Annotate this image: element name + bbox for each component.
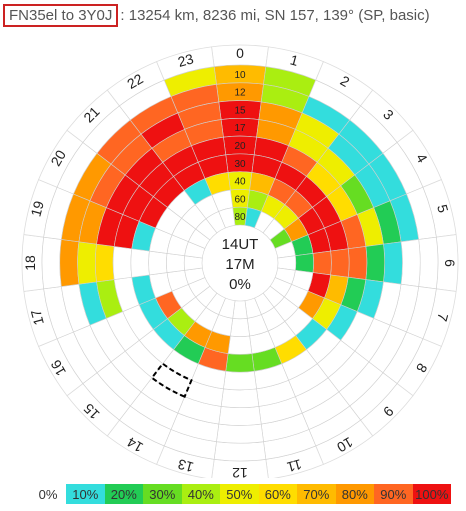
center-label: 17M	[225, 256, 254, 273]
heatmap-cell	[383, 241, 403, 285]
heatmap-cell	[223, 370, 257, 391]
legend-item: 90%	[374, 484, 413, 504]
hour-label: 5	[434, 203, 452, 215]
heatmap-cell	[225, 353, 255, 373]
hour-label: 14	[124, 434, 146, 456]
hour-label: 12	[232, 465, 248, 478]
legend: 0% 10% 20% 30% 40% 50% 60% 70% 80% 90% 100%	[30, 484, 451, 504]
legend-item: 20%	[104, 484, 143, 504]
heatmap-cell	[330, 248, 350, 278]
band-label: 20	[234, 141, 246, 152]
legend-zero-label: 0%	[38, 486, 58, 502]
hour-label: 1	[289, 51, 301, 69]
hour-label: 11	[285, 456, 303, 475]
heatmap-cell	[95, 243, 115, 283]
heatmap-cell	[218, 406, 262, 426]
path-label[interactable]: FN35el to 3Y0J	[3, 3, 119, 27]
hour-label: 6	[442, 259, 458, 267]
hour-label: 7	[434, 312, 452, 324]
heatmap-cell	[218, 207, 236, 229]
legend-item: 80%	[335, 484, 374, 504]
legend-item: 30%	[143, 484, 182, 504]
heatmap-cell	[294, 253, 314, 273]
heatmap-cell	[216, 423, 264, 444]
hour-label: 17	[27, 308, 47, 327]
heatmap-cell	[59, 239, 80, 287]
heatmap-cell	[400, 239, 421, 287]
band-label: 30	[234, 159, 246, 170]
band-label: 12	[234, 88, 246, 99]
hour-label: 10	[334, 434, 356, 456]
hour-label: 23	[176, 50, 195, 70]
center-label: 14UT	[222, 236, 259, 253]
legend-item: 70%	[297, 484, 336, 504]
hour-label: 0	[236, 45, 244, 61]
hour-label: 16	[47, 357, 69, 379]
heatmap-cell	[230, 317, 250, 337]
path-details: : 13254 km, 8236 mi, SN 157, 139° (SP, b…	[120, 6, 430, 24]
band-label: 60	[234, 194, 246, 205]
heatmap-cell	[220, 388, 260, 408]
heatmap-cell	[148, 250, 168, 276]
hour-label: 20	[47, 147, 69, 169]
legend-item: 40%	[181, 484, 220, 504]
heatmap-cell	[365, 243, 385, 283]
heatmap-cell	[41, 236, 62, 290]
band-label: 80	[234, 212, 246, 223]
legend-item: 50%	[220, 484, 259, 504]
legend-item: 100%	[412, 484, 451, 504]
hour-label: 19	[27, 199, 47, 218]
hour-label: 22	[124, 70, 146, 92]
band-label: 40	[234, 177, 246, 188]
heatmap-cell	[312, 250, 332, 276]
center-label: 0%	[229, 276, 251, 293]
heatmap-cell	[112, 246, 133, 280]
heatmap-cell	[418, 236, 439, 290]
hour-label: 13	[176, 456, 195, 476]
hour-label: 18	[22, 255, 38, 271]
band-label: 10	[234, 70, 246, 81]
title-bar: FN35el to 3Y0J : 13254 km, 8236 mi, SN 1…	[3, 3, 430, 27]
heatmap-cell	[166, 253, 186, 273]
current-hour-marker	[150, 362, 193, 398]
legend-item: 10%	[66, 484, 105, 504]
band-label: 15	[234, 105, 246, 116]
heatmap-cell	[77, 241, 97, 285]
heatmap-cell	[130, 248, 150, 278]
legend-item: 60%	[258, 484, 297, 504]
heatmap-cell	[347, 246, 368, 280]
band-label: 17	[234, 123, 246, 134]
heatmap-cell	[227, 335, 253, 355]
heatmap-cell	[213, 441, 267, 462]
